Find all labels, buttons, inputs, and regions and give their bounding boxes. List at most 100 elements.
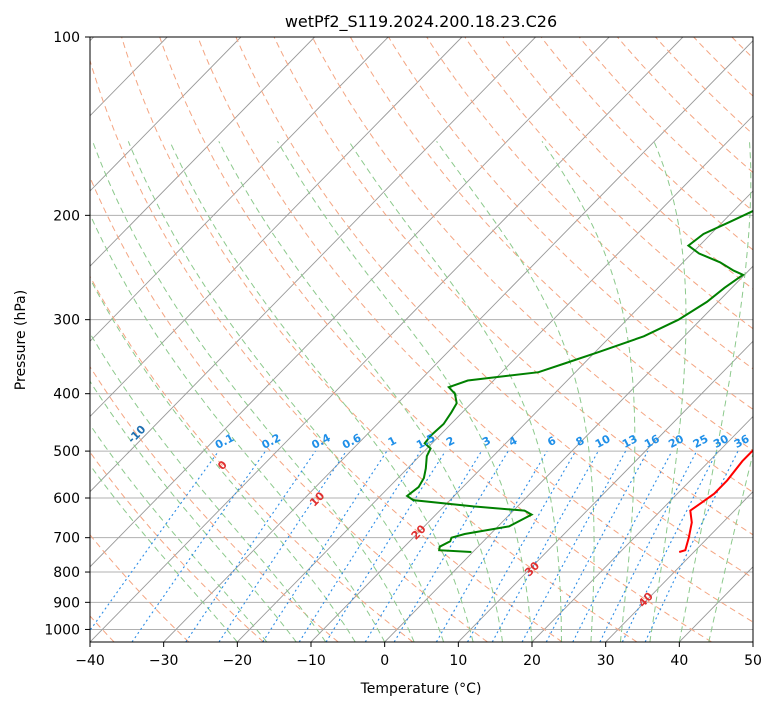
mixing-ratio-label: 16 bbox=[642, 432, 662, 451]
mixing-ratio-line bbox=[435, 450, 548, 642]
isotherm-line bbox=[531, 415, 753, 642]
plot-frame bbox=[89, 36, 754, 643]
y-tick-label: 400 bbox=[53, 387, 80, 403]
mixing-ratio-line bbox=[644, 450, 739, 642]
dry-adiabat-line bbox=[90, 275, 414, 642]
x-tick-label: −10 bbox=[296, 653, 326, 669]
moist-adiabat-line bbox=[708, 451, 753, 642]
moist-adiabat-label: 40 bbox=[636, 590, 656, 610]
mixing-ratio-line bbox=[185, 450, 316, 642]
isotherm-line bbox=[90, 37, 610, 568]
dry-adiabat-label: -10 bbox=[125, 423, 148, 446]
isotherm-line bbox=[605, 491, 753, 642]
dry-adiabat-line bbox=[235, 37, 753, 579]
mixing-ratio-line bbox=[467, 450, 577, 642]
mixing-ratio-line bbox=[393, 450, 509, 642]
moist-adiabat-line bbox=[90, 423, 268, 642]
profile-lines bbox=[405, 209, 753, 553]
moist-adiabat-line bbox=[90, 277, 356, 642]
line-labels: 0.10.20.40.611.52346810131620253036-100-… bbox=[125, 423, 752, 610]
mixing-ratio-line bbox=[364, 450, 483, 642]
dry-adiabat-line bbox=[90, 58, 563, 642]
mixing-ratio-label: 1.5 bbox=[414, 431, 437, 452]
x-tick-label: 50 bbox=[744, 653, 762, 669]
dry-adiabat-line bbox=[121, 37, 638, 642]
y-axis: 100 200 300 400 500 600 700 800 900 1000 bbox=[44, 30, 90, 638]
x-tick-label: −40 bbox=[75, 653, 105, 669]
isotherm-line bbox=[752, 641, 753, 642]
dewpoint-profile bbox=[405, 209, 753, 553]
dry-adiabat-line bbox=[693, 37, 753, 97]
y-tick-label: 200 bbox=[53, 208, 80, 224]
moist-adiabat-line bbox=[678, 141, 752, 642]
x-tick-label: 0 bbox=[380, 653, 389, 669]
mixing-ratio-line bbox=[131, 450, 266, 642]
isotherm-line bbox=[310, 190, 753, 642]
dry-adiabat-line bbox=[197, 37, 753, 623]
dry-adiabat-line bbox=[90, 176, 488, 642]
background-lines bbox=[90, 37, 775, 642]
x-axis-title: Temperature (°C) bbox=[360, 681, 482, 697]
y-axis-title: Pressure (hPa) bbox=[13, 290, 29, 390]
isotherm-line bbox=[236, 115, 753, 642]
mixing-ratio-line bbox=[262, 450, 388, 642]
mixing-ratio-label: 25 bbox=[691, 432, 711, 451]
dry-adiabat-line bbox=[388, 37, 753, 410]
moist-adiabat-line bbox=[90, 332, 327, 642]
y-tick-label: 300 bbox=[53, 313, 80, 329]
dry-adiabat-line bbox=[770, 37, 775, 642]
mixing-ratio-label: 3 bbox=[480, 434, 493, 449]
dry-adiabat-line bbox=[655, 37, 753, 135]
moist-adiabat-line bbox=[90, 380, 297, 642]
mixing-ratio-line bbox=[599, 450, 698, 642]
mixing-ratio-label: 20 bbox=[666, 432, 686, 451]
mixing-ratio-line bbox=[491, 450, 599, 642]
x-axis: −40 −30 −20 −10 0 10 20 30 40 50 bbox=[75, 642, 762, 669]
mixing-ratio-line bbox=[572, 450, 673, 642]
moist-adiabat-line bbox=[436, 141, 595, 642]
mixing-ratio-label: 30 bbox=[711, 432, 731, 451]
y-tick-label: 800 bbox=[53, 565, 80, 581]
mixing-ratio-label: 0.1 bbox=[213, 431, 236, 452]
mixing-ratio-label: 0.6 bbox=[340, 431, 364, 452]
isotherm-line bbox=[678, 566, 753, 642]
x-tick-label: −30 bbox=[149, 653, 179, 669]
moist-adiabat-line bbox=[649, 141, 687, 642]
mixing-ratio-label: 2 bbox=[444, 434, 457, 449]
mixing-ratio-label: 4 bbox=[507, 434, 520, 449]
isotherm-line bbox=[90, 37, 684, 642]
dry-adiabat-line bbox=[502, 37, 753, 290]
y-tick-label: 100 bbox=[53, 30, 80, 46]
mixing-ratio-line bbox=[90, 450, 220, 632]
isotherm-line bbox=[90, 37, 536, 493]
dry-adiabat-line bbox=[311, 37, 753, 493]
moist-adiabat-line bbox=[218, 141, 503, 642]
mixing-ratio-label: 13 bbox=[620, 432, 640, 451]
temperature-profile bbox=[678, 448, 753, 553]
dry-adiabat-line bbox=[426, 37, 753, 370]
mixing-ratio-line bbox=[545, 450, 649, 642]
mixing-ratio-label: 6 bbox=[545, 434, 558, 449]
moist-adiabat-line bbox=[169, 141, 474, 642]
dry-adiabat-line bbox=[90, 451, 264, 642]
mixing-ratio-label: 1 bbox=[386, 434, 399, 449]
y-tick-label: 700 bbox=[53, 531, 80, 547]
mixing-ratio-line bbox=[521, 450, 627, 642]
chart-title: wetPf2_S119.2024.200.18.23.C26 bbox=[285, 12, 557, 32]
mixing-ratio-line bbox=[325, 450, 446, 642]
isotherm-line bbox=[384, 265, 753, 642]
x-tick-label: −20 bbox=[223, 653, 253, 669]
x-tick-label: 20 bbox=[523, 653, 541, 669]
x-tick-label: 30 bbox=[597, 653, 615, 669]
moist-adiabat-line bbox=[277, 141, 533, 642]
dry-adiabat-line bbox=[159, 37, 712, 642]
isotherm-line bbox=[90, 37, 315, 267]
x-tick-label: 10 bbox=[449, 653, 467, 669]
y-tick-label: 600 bbox=[53, 491, 80, 507]
moist-adiabat-label: 0 bbox=[215, 458, 230, 473]
isotherm-line bbox=[163, 40, 753, 642]
moist-adiabat-line bbox=[90, 213, 386, 642]
moist-adiabat-line bbox=[92, 141, 415, 642]
mixing-ratio-label: 10 bbox=[593, 432, 613, 451]
